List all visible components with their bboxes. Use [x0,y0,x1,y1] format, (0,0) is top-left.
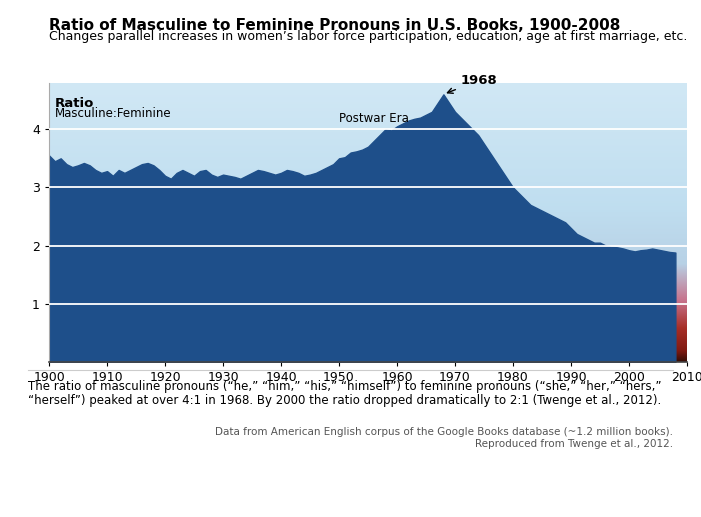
Text: The ratio of masculine pronouns (“he,” “him,” “his,” “himself”) to feminine pron: The ratio of masculine pronouns (“he,” “… [28,380,662,393]
Text: Ratio: Ratio [55,97,94,110]
Text: Ratio of Masculine to Feminine Pronouns in U.S. Books, 1900-2008: Ratio of Masculine to Feminine Pronouns … [49,18,620,33]
Text: Postwar Era: Postwar Era [339,112,409,125]
Text: Masculine:Feminine: Masculine:Feminine [55,107,172,120]
Text: “herself”) peaked at over 4:1 in 1968. By 2000 the ratio dropped dramatically to: “herself”) peaked at over 4:1 in 1968. B… [28,394,661,407]
Text: Changes parallel increases in women’s labor force participation, education, age : Changes parallel increases in women’s la… [49,30,688,43]
Text: Data from American English corpus of the Google Books database (~1.2 million boo: Data from American English corpus of the… [215,427,673,436]
Text: 1968: 1968 [447,74,498,93]
Text: Reproduced from Twenge et al., 2012.: Reproduced from Twenge et al., 2012. [475,439,673,449]
